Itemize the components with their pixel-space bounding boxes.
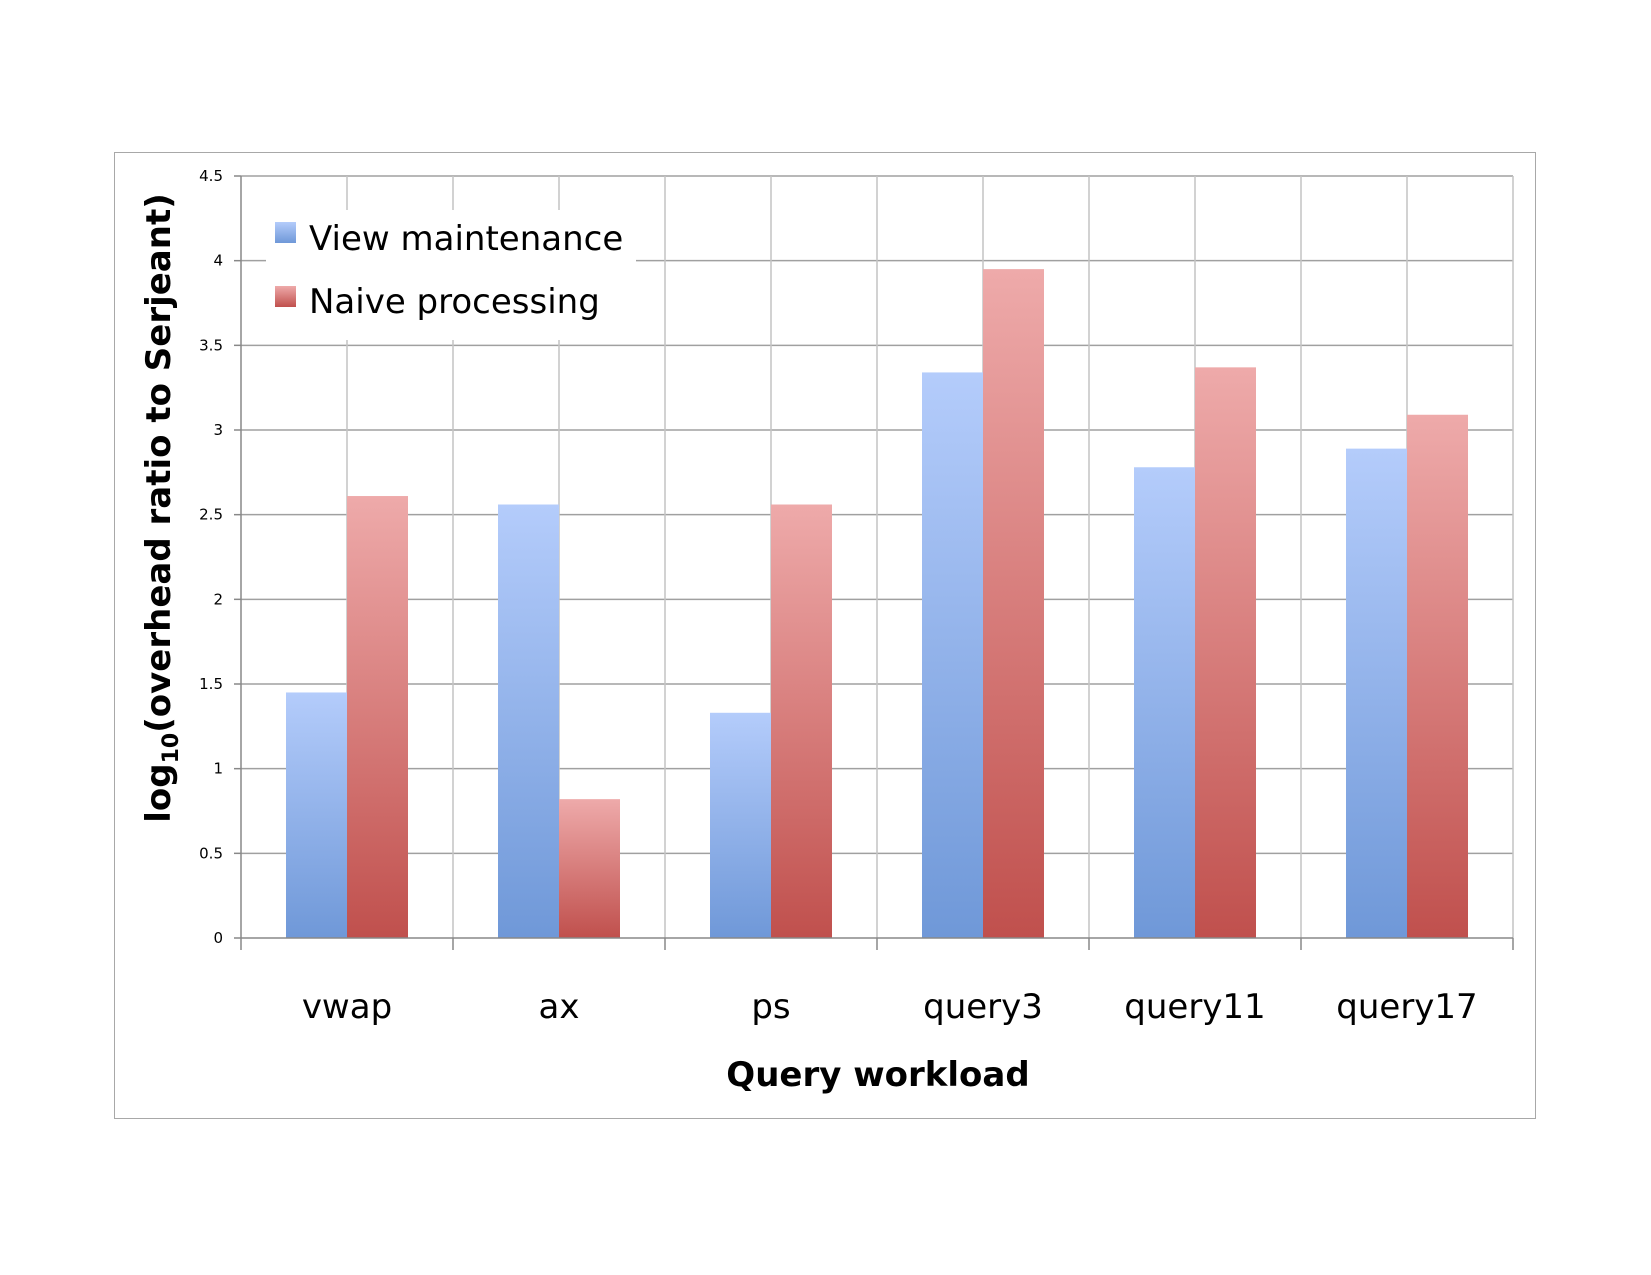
chart-frame <box>114 152 1536 1119</box>
bar-naive-processing-query17 <box>1407 414 1468 938</box>
legend-background <box>266 210 636 340</box>
y-tick-label: 0 <box>213 929 223 947</box>
x-category-label: query11 <box>1124 987 1265 1027</box>
bar-naive-processing-ax <box>559 799 620 938</box>
x-category-labels: vwap ax ps query3 query11 query17 <box>302 987 1478 1027</box>
bars <box>286 269 1468 939</box>
y-tick-label: 3.5 <box>199 336 223 354</box>
y-tick-label: 4.5 <box>199 167 223 185</box>
legend-label-view-maintenance: View maintenance <box>309 219 623 259</box>
x-category-label: query17 <box>1336 987 1477 1027</box>
bar-naive-processing-ps <box>771 504 832 938</box>
bar-naive-processing-query3 <box>983 269 1044 939</box>
x-category-label: ps <box>751 987 790 1027</box>
y-tick-labels: 0 0.5 1 1.5 2 2.5 3 3.5 4 4.5 <box>199 167 223 947</box>
y-tick-label: 0.5 <box>199 844 223 862</box>
y-axis-title-prefix: log <box>139 763 179 822</box>
axes <box>234 175 1514 950</box>
y-tick-label: 2.5 <box>199 506 223 524</box>
legend: View maintenance Naive processing <box>266 210 636 340</box>
x-category-label: ax <box>539 987 580 1027</box>
x-axis-title: Query workload <box>726 1055 1029 1095</box>
bar-naive-processing-query11 <box>1195 367 1256 938</box>
y-axis-title-suffix: (overhead ratio to Serjeant) <box>139 193 179 733</box>
legend-label-naive-processing: Naive processing <box>309 282 600 322</box>
bar-view-maintenance-ps <box>710 712 771 938</box>
legend-swatch-view-maintenance <box>275 222 296 243</box>
x-category-label: query3 <box>923 987 1043 1027</box>
bar-view-maintenance-query17 <box>1346 448 1407 938</box>
y-tick-label: 1 <box>213 760 223 778</box>
bar-naive-processing-vwap <box>347 496 408 938</box>
y-tick-label: 3 <box>213 421 223 439</box>
y-axis-title: log10(overhead ratio to Serjeant) <box>139 193 184 823</box>
bar-view-maintenance-ax <box>498 504 559 938</box>
bar-view-maintenance-vwap <box>286 692 347 938</box>
bar-view-maintenance-query11 <box>1134 467 1195 938</box>
y-tick-label: 4 <box>213 252 223 270</box>
legend-swatch-naive-processing <box>275 286 296 307</box>
y-tick-label: 2 <box>213 590 223 608</box>
y-tick-label: 1.5 <box>199 675 223 693</box>
y-axis-title-subscript: 10 <box>159 733 184 764</box>
bar-view-maintenance-query3 <box>922 372 983 939</box>
x-category-label: vwap <box>302 987 392 1027</box>
